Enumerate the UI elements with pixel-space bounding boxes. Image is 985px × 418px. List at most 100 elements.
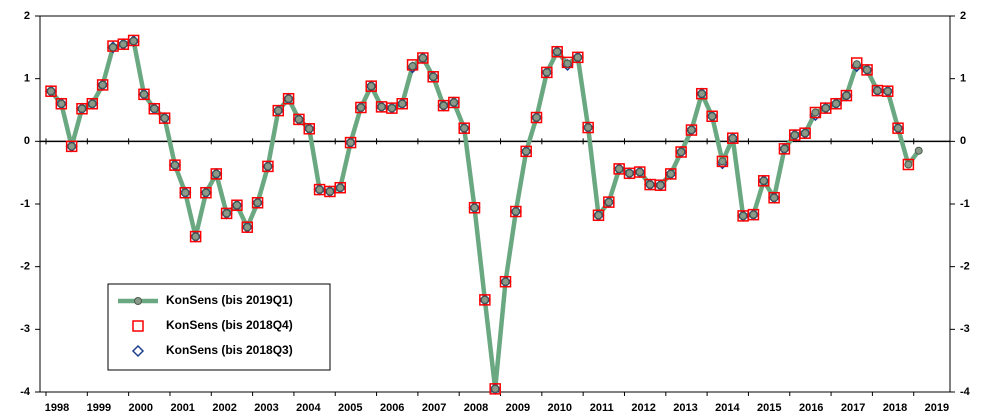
marker	[251, 196, 264, 209]
marker	[718, 157, 727, 166]
x-tick-label: 2002	[212, 402, 236, 414]
legend-label: KonSens (bis 2019Q1)	[166, 293, 293, 307]
y2-tick-label: -2	[960, 261, 970, 273]
marker	[801, 129, 810, 138]
marker	[790, 131, 799, 140]
marker	[47, 87, 55, 96]
marker	[263, 162, 272, 171]
x-tick-label: 2001	[170, 402, 194, 414]
marker	[914, 146, 923, 155]
marker	[842, 91, 851, 100]
x-tick-label: 2018	[883, 402, 907, 414]
marker	[201, 188, 210, 197]
marker	[86, 97, 99, 110]
x-tick-label: 2009	[506, 402, 530, 414]
marker	[98, 80, 107, 89]
x-tick-label: 1998	[45, 402, 69, 414]
marker	[604, 198, 613, 207]
marker	[677, 147, 686, 156]
legend: KonSens (bis 2019Q1) KonSens (bis 2018Q4)…	[107, 283, 331, 371]
x-tick-label: 2019	[925, 402, 949, 414]
x-tick-label: 2017	[841, 402, 865, 414]
legend-box	[107, 283, 331, 371]
x-tick-label: 2000	[129, 402, 153, 414]
marker	[592, 209, 605, 222]
marker	[355, 101, 367, 114]
marker	[894, 124, 903, 133]
marker	[635, 168, 644, 177]
y-tick-label: 1	[24, 73, 30, 85]
x-tick-label: 2008	[464, 402, 488, 414]
marker	[334, 181, 346, 194]
x-tick-label: 2005	[338, 402, 362, 414]
y2-tick-label: -4	[960, 386, 971, 398]
marker	[728, 134, 737, 143]
marker	[716, 155, 729, 168]
marker	[346, 138, 355, 147]
marker	[541, 66, 553, 79]
marker	[542, 68, 551, 77]
marker	[553, 47, 562, 56]
marker	[759, 176, 768, 185]
marker	[408, 62, 417, 71]
marker	[315, 185, 324, 194]
marker	[65, 140, 78, 153]
marker	[840, 89, 853, 102]
marker	[739, 211, 748, 220]
legend-marker	[134, 297, 142, 305]
y2-tick-label: 2	[960, 10, 966, 22]
marker	[377, 102, 386, 111]
marker	[821, 104, 830, 113]
marker	[696, 87, 708, 100]
marker	[646, 180, 655, 189]
marker	[282, 92, 295, 105]
marker	[511, 207, 520, 216]
marker	[210, 168, 223, 180]
y-tick-label: -2	[20, 261, 30, 273]
marker	[305, 124, 314, 133]
marker	[780, 144, 789, 153]
marker	[573, 53, 582, 62]
marker	[510, 205, 522, 218]
marker	[241, 221, 254, 233]
marker	[458, 122, 470, 134]
marker	[138, 88, 150, 101]
marker	[191, 232, 200, 241]
marker	[303, 123, 315, 135]
marker	[522, 147, 531, 156]
marker	[811, 108, 820, 117]
marker	[551, 45, 563, 58]
marker	[449, 98, 458, 107]
marker	[892, 122, 904, 134]
marker	[749, 210, 758, 219]
marker	[830, 97, 842, 110]
y-tick-label: 2	[24, 10, 30, 22]
marker	[656, 181, 665, 190]
marker	[127, 34, 140, 47]
marker	[284, 94, 293, 103]
x-tick-label: 1999	[87, 402, 111, 414]
marker	[139, 90, 148, 99]
marker	[181, 188, 190, 197]
marker	[479, 294, 491, 306]
y-tick-label: -4	[20, 386, 31, 398]
marker	[706, 110, 718, 123]
marker	[489, 383, 501, 395]
x-tick-label: 2010	[548, 402, 572, 414]
legend-label: KonSens (bis 2018Q3)	[166, 343, 293, 357]
marker	[563, 59, 572, 68]
marker	[904, 160, 913, 169]
marker	[387, 104, 396, 113]
marker	[687, 126, 696, 135]
marker	[129, 37, 138, 46]
marker	[417, 52, 429, 64]
marker	[429, 72, 438, 81]
marker	[170, 161, 179, 170]
marker	[396, 97, 408, 110]
marker	[675, 146, 687, 158]
marker	[799, 127, 811, 139]
x-tick-label: 2006	[380, 402, 404, 414]
marker	[491, 384, 500, 393]
marker	[902, 158, 915, 171]
